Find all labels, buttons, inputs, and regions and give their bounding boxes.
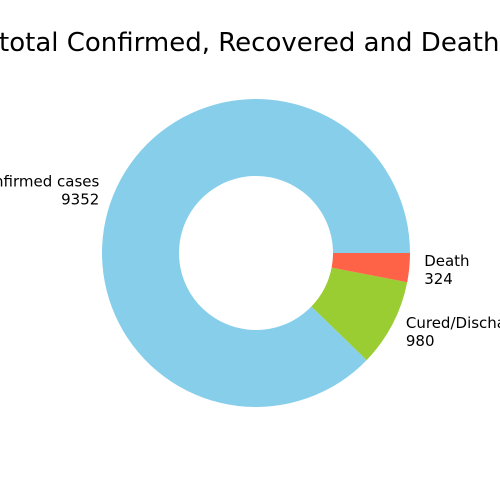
slice-cured-discharged bbox=[311, 267, 408, 361]
slices-group bbox=[101, 99, 410, 408]
slice-label-2: Death 324 bbox=[424, 252, 469, 288]
slice-death bbox=[331, 253, 410, 283]
slice-confirmed-cases bbox=[101, 99, 410, 408]
slice-label-1: Cured/Discharged980 bbox=[406, 314, 500, 350]
chart-title: total Confirmed, Recovered and Deaths bbox=[0, 28, 500, 58]
